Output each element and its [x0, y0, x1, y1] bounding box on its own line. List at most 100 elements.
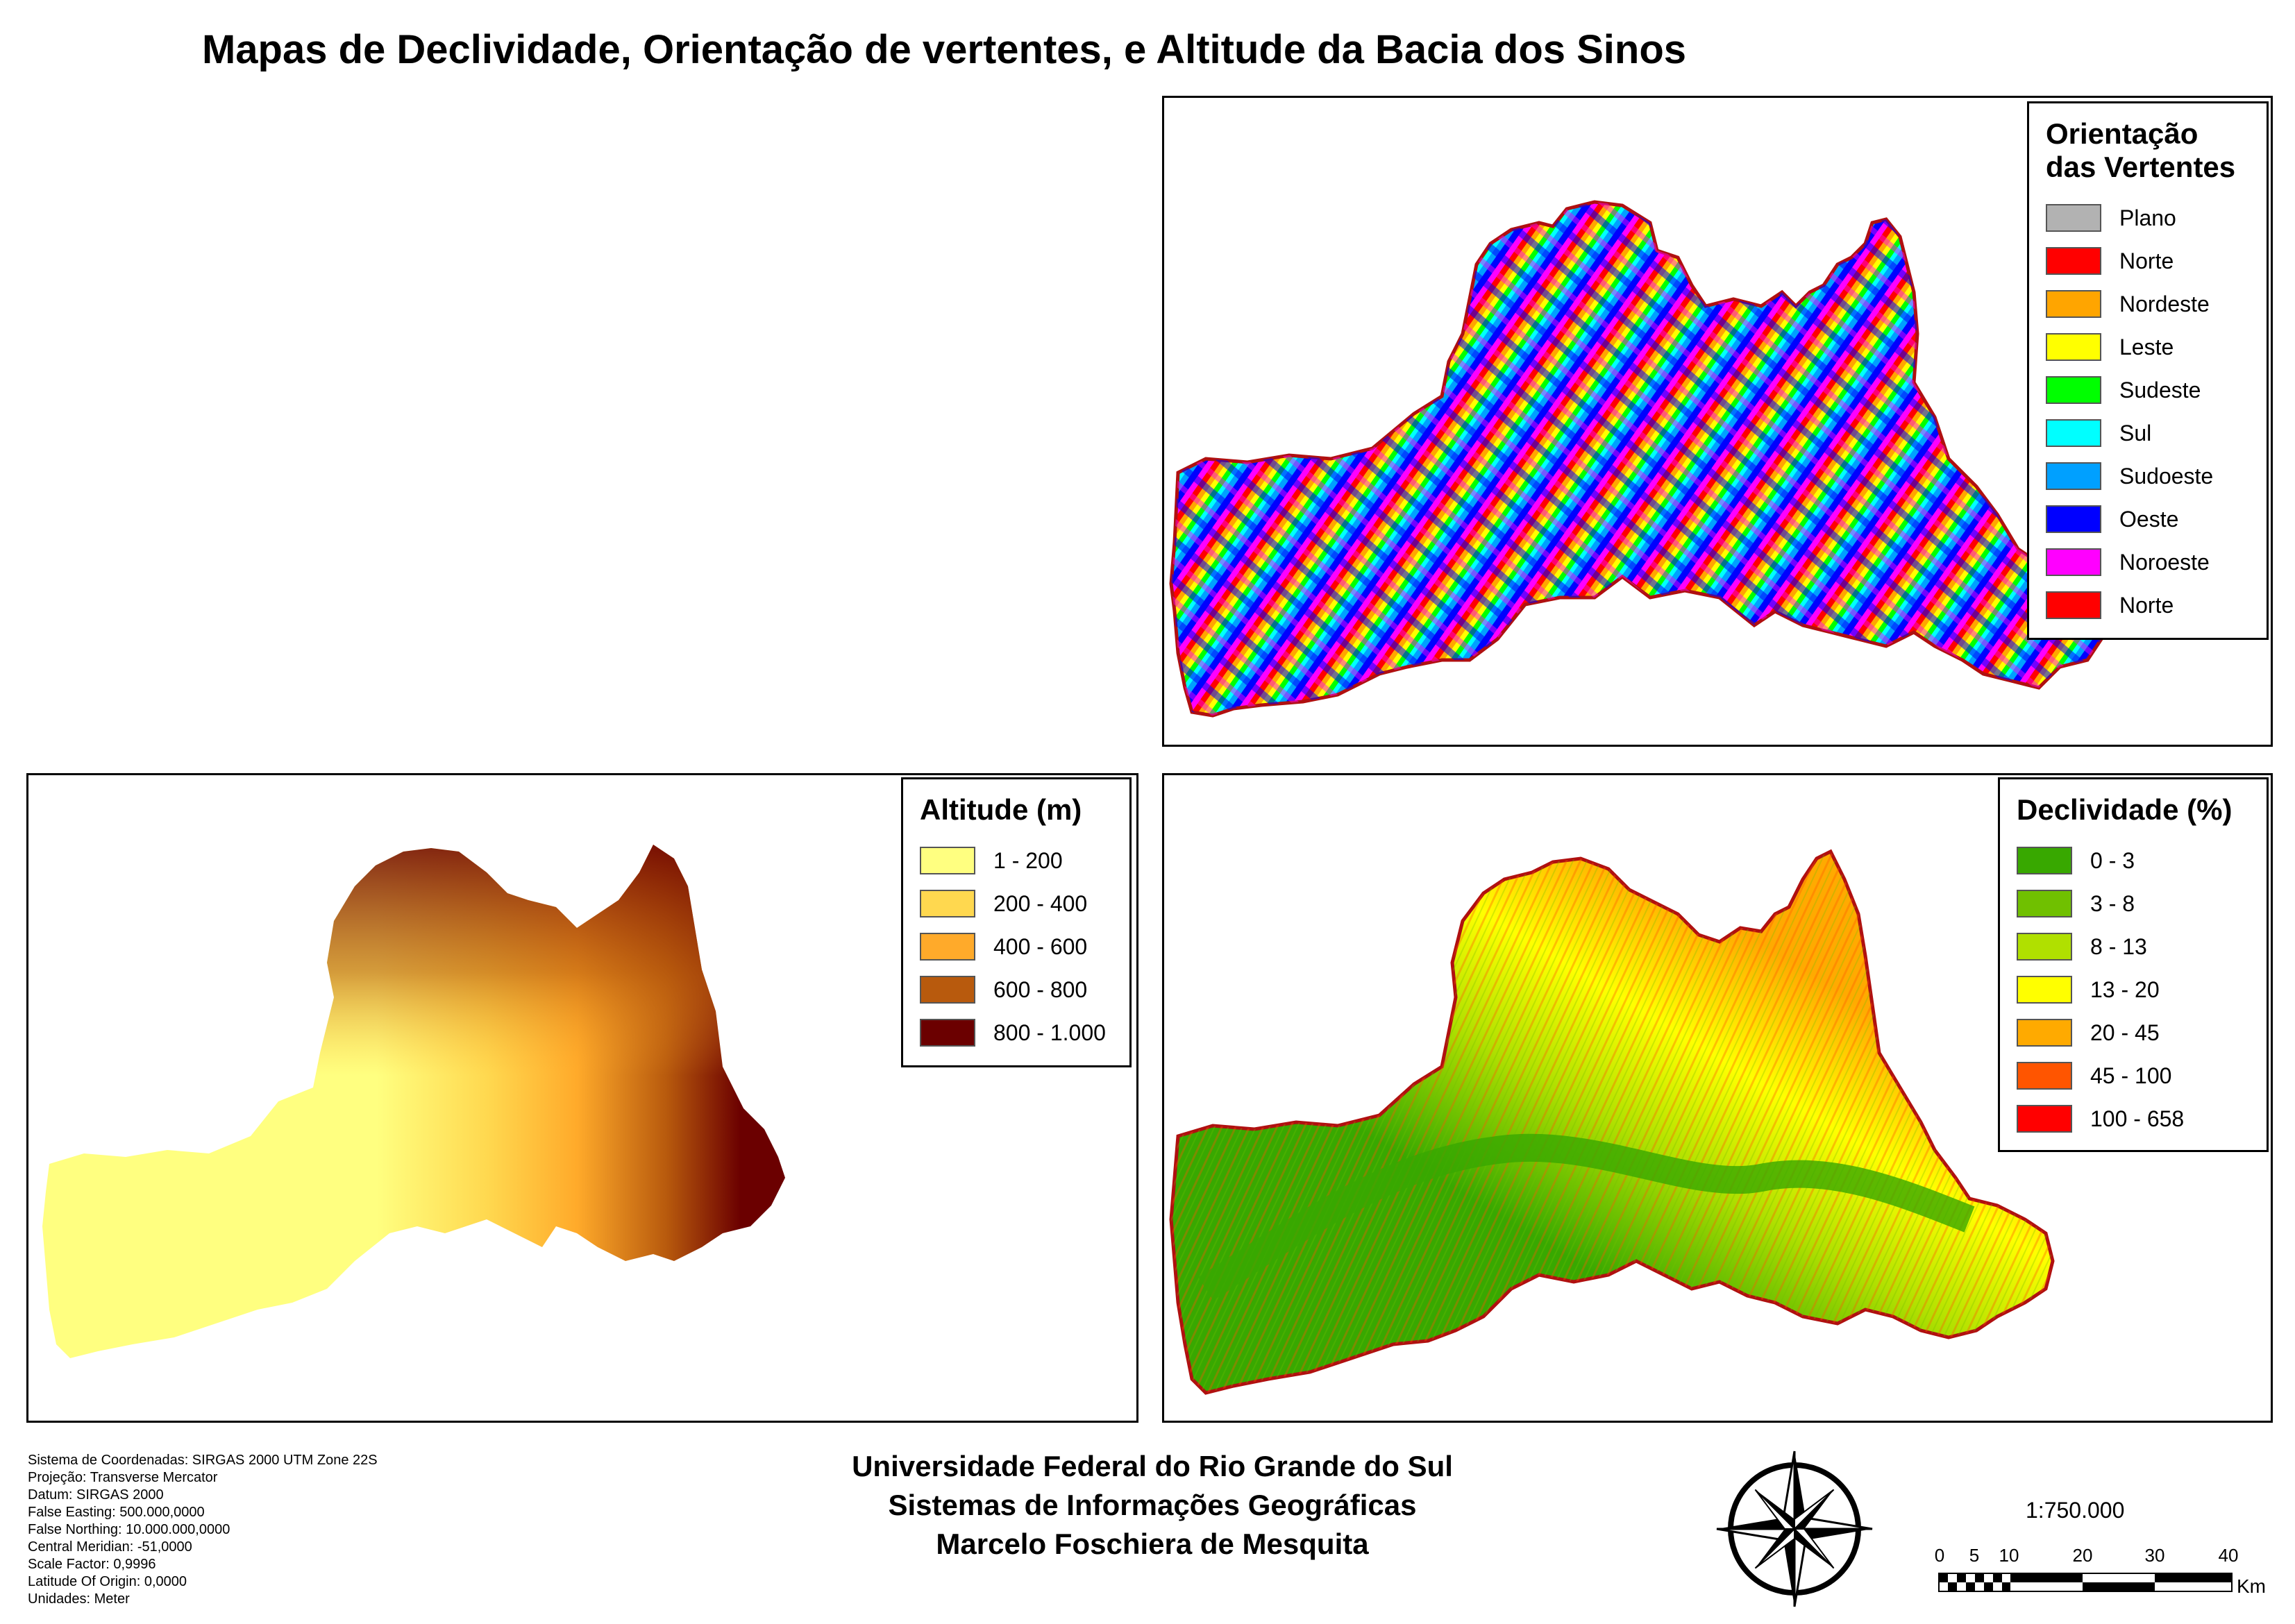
aspect-legend-item: Sudeste [2046, 369, 2250, 412]
aspect-legend-label: Norte [2119, 248, 2174, 273]
slope-legend-label: 8 - 13 [2090, 933, 2147, 959]
altitude-legend-label: 1 - 200 [993, 847, 1063, 873]
altitude-legend-swatch [920, 933, 975, 961]
metadata-line: Projeção: Transverse Mercator [28, 1470, 218, 1485]
altitude-legend-items: 1 - 200 200 - 400 400 - 600 600 - 800 800 - … [920, 839, 1113, 1054]
slope-legend-item: 8 - 13 [2017, 925, 2250, 968]
metadata-line: Datum: SIRGAS 2000 [28, 1487, 164, 1503]
slope-legend: Declividade (%) 0 - 3 3 - 8 8 - 13 13 - 20 2… [1998, 777, 2269, 1152]
aspect-legend-label: Noroeste [2119, 549, 2210, 575]
slope-legend-item: 13 - 20 [2017, 968, 2250, 1011]
slope-basin [1169, 849, 2055, 1395]
scale-tick: 5 [1969, 1545, 1980, 1566]
aspect-legend-swatch [2046, 419, 2101, 447]
aspect-legend-item: Sudoeste [2046, 455, 2250, 498]
slope-legend-swatch [2017, 847, 2072, 874]
altitude-legend: Altitude (m) 1 - 200 200 - 400 400 - 600 60… [901, 777, 1132, 1067]
slope-legend-label: 100 - 658 [2090, 1106, 2185, 1131]
scale-unit: Km [2237, 1575, 2266, 1597]
slope-legend-swatch [2017, 1019, 2072, 1047]
aspect-legend-label: Sul [2119, 420, 2152, 446]
altitude-legend-swatch [920, 847, 975, 874]
aspect-legend-label: Nordeste [2119, 291, 2210, 316]
aspect-legend-swatch [2046, 548, 2101, 576]
slope-legend-swatch [2017, 1105, 2072, 1133]
aspect-basin [1169, 200, 2110, 718]
aspect-legend-swatch [2046, 204, 2101, 232]
slope-legend-label: 45 - 100 [2090, 1063, 2172, 1088]
aspect-legend-swatch [2046, 333, 2101, 361]
aspect-legend-item: Sul [2046, 412, 2250, 455]
aspect-legend-label: Oeste [2119, 506, 2179, 532]
scale-tick: 30 [2144, 1545, 2165, 1566]
altitude-legend-label: 800 - 1.000 [993, 1020, 1106, 1045]
scale-bar-graphic [1938, 1573, 2233, 1592]
aspect-legend-swatch [2046, 591, 2101, 619]
aspect-legend-swatch [2046, 462, 2101, 490]
aspect-legend-swatch [2046, 505, 2101, 533]
metadata-line: Unidades: Meter [28, 1591, 130, 1607]
slope-legend-swatch [2017, 976, 2072, 1004]
credits: Universidade Federal do Rio Grande do Su… [736, 1447, 1569, 1564]
slope-legend-item: 0 - 3 [2017, 839, 2250, 882]
aspect-legend-swatch [2046, 247, 2101, 275]
aspect-legend-item: Norte [2046, 239, 2250, 282]
slope-legend-swatch [2017, 933, 2072, 961]
metadata-line: False Easting: 500.000,0000 [28, 1505, 205, 1520]
slope-legend-label: 3 - 8 [2090, 890, 2135, 916]
credits-course: Sistemas de Informações Geográficas [888, 1489, 1417, 1521]
aspect-legend-title: Orientação das Vertentes [2046, 117, 2236, 183]
slope-legend-item: 3 - 8 [2017, 882, 2250, 925]
aspect-legend-label: Plano [2119, 205, 2176, 230]
credits-university: Universidade Federal do Rio Grande do Su… [852, 1450, 1453, 1482]
aspect-legend-item: Oeste [2046, 498, 2250, 541]
slope-legend-label: 13 - 20 [2090, 976, 2160, 1002]
aspect-legend-item: Leste [2046, 325, 2250, 369]
slope-legend-item: 100 - 658 [2017, 1097, 2250, 1140]
aspect-legend-item: Nordeste [2046, 282, 2250, 325]
aspect-map [1169, 200, 2110, 718]
slope-legend-items: 0 - 3 3 - 8 8 - 13 13 - 20 20 - 45 45 - 100 10… [2017, 839, 2250, 1140]
altitude-legend-item: 800 - 1.000 [920, 1011, 1113, 1054]
metadata-line: Scale Factor: 0,9996 [28, 1557, 156, 1572]
altitude-legend-item: 400 - 600 [920, 925, 1113, 968]
scale-bar: 1:750.000 0 5 10 20 30 40 Km [1922, 1498, 2283, 1609]
aspect-legend-label: Sudeste [2119, 377, 2201, 403]
altitude-legend-swatch [920, 976, 975, 1004]
altitude-legend-swatch [920, 890, 975, 917]
altitude-legend-item: 600 - 800 [920, 968, 1113, 1011]
altitude-legend-swatch [920, 1019, 975, 1047]
scale-tick: 10 [1999, 1545, 2019, 1566]
metadata-line: False Northing: 10.000.000,0000 [28, 1522, 230, 1537]
metadata-line: Central Meridian: -51,0000 [28, 1539, 192, 1555]
altitude-basin [42, 845, 785, 1358]
altitude-legend-label: 600 - 800 [993, 976, 1088, 1002]
slope-legend-label: 0 - 3 [2090, 847, 2135, 873]
aspect-legend-item: Norte [2046, 584, 2250, 627]
metadata-line: Sistema de Coordenadas: SIRGAS 2000 UTM … [28, 1453, 378, 1468]
slope-legend-label: 20 - 45 [2090, 1020, 2160, 1045]
altitude-legend-item: 200 - 400 [920, 882, 1113, 925]
altitude-legend-item: 1 - 200 [920, 839, 1113, 882]
aspect-legend-label: Norte [2119, 592, 2174, 618]
slope-map [1169, 849, 2055, 1395]
altitude-legend-label: 200 - 400 [993, 890, 1088, 916]
aspect-legend-items: Plano Norte Nordeste Leste Sudeste Sul Sudoest… [2046, 196, 2250, 627]
metadata-line: Latitude Of Origin: 0,0000 [28, 1574, 187, 1589]
slope-legend-swatch [2017, 890, 2072, 917]
scale-tick: 20 [2072, 1545, 2093, 1566]
slope-legend-swatch [2017, 1062, 2072, 1090]
north-arrow-icon [1715, 1447, 1874, 1611]
slope-legend-item: 20 - 45 [2017, 1011, 2250, 1054]
scale-tick: 40 [2218, 1545, 2239, 1566]
aspect-legend-label: Sudoeste [2119, 463, 2214, 489]
aspect-legend-item: Noroeste [2046, 541, 2250, 584]
map-title: Mapas de Declividade, Orientação de vert… [201, 27, 1687, 72]
projection-metadata: Sistema de Coordenadas: SIRGAS 2000 UTM … [28, 1452, 378, 1608]
aspect-legend-item: Plano [2046, 196, 2250, 239]
altitude-legend-label: 400 - 600 [993, 933, 1088, 959]
credits-author: Marcelo Foschiera de Mesquita [936, 1528, 1369, 1560]
aspect-legend-swatch [2046, 376, 2101, 404]
scale-ratio: 1:750.000 [2026, 1498, 2125, 1523]
aspect-legend: Orientação das Vertentes Plano Norte Norde… [2027, 101, 2269, 640]
